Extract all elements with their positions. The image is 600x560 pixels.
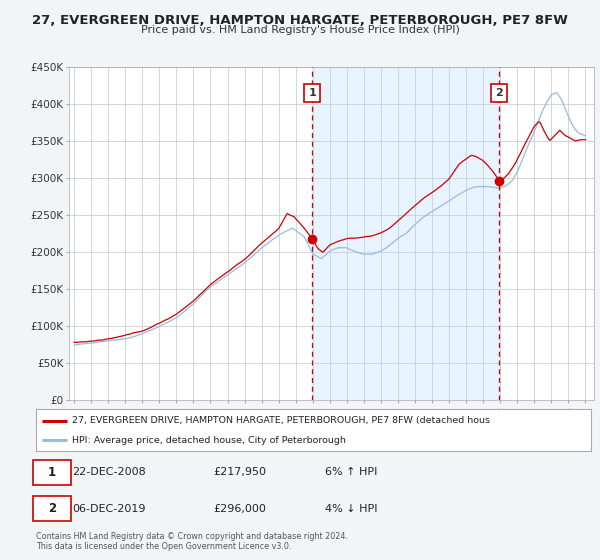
Text: 2: 2 bbox=[48, 502, 56, 515]
Text: £296,000: £296,000 bbox=[214, 504, 266, 514]
Text: 6% ↑ HPI: 6% ↑ HPI bbox=[325, 468, 377, 478]
Text: HPI: Average price, detached house, City of Peterborough: HPI: Average price, detached house, City… bbox=[72, 436, 346, 445]
Text: 27, EVERGREEN DRIVE, HAMPTON HARGATE, PETERBOROUGH, PE7 8FW: 27, EVERGREEN DRIVE, HAMPTON HARGATE, PE… bbox=[32, 14, 568, 27]
Text: Contains HM Land Registry data © Crown copyright and database right 2024.: Contains HM Land Registry data © Crown c… bbox=[36, 532, 348, 541]
Text: 27, EVERGREEN DRIVE, HAMPTON HARGATE, PETERBOROUGH, PE7 8FW (detached hous: 27, EVERGREEN DRIVE, HAMPTON HARGATE, PE… bbox=[72, 416, 490, 425]
Bar bbox=[312, 67, 499, 400]
Text: 22-DEC-2008: 22-DEC-2008 bbox=[72, 468, 146, 478]
Text: 06-DEC-2019: 06-DEC-2019 bbox=[72, 504, 146, 514]
Text: Price paid vs. HM Land Registry's House Price Index (HPI): Price paid vs. HM Land Registry's House … bbox=[140, 25, 460, 35]
Text: £217,950: £217,950 bbox=[214, 468, 266, 478]
FancyBboxPatch shape bbox=[33, 460, 71, 485]
Text: 1: 1 bbox=[308, 88, 316, 98]
Text: 4% ↓ HPI: 4% ↓ HPI bbox=[325, 504, 377, 514]
Text: 1: 1 bbox=[48, 466, 56, 479]
Text: 2: 2 bbox=[495, 88, 503, 98]
Text: This data is licensed under the Open Government Licence v3.0.: This data is licensed under the Open Gov… bbox=[36, 542, 292, 551]
FancyBboxPatch shape bbox=[33, 496, 71, 521]
